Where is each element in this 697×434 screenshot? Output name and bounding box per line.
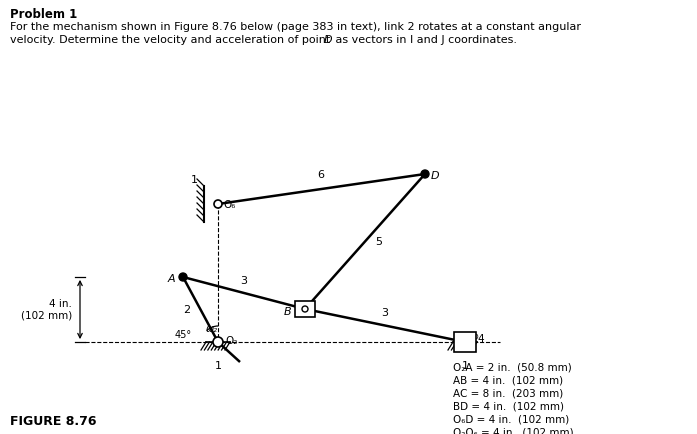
Text: 4 in.
(102 mm): 4 in. (102 mm) bbox=[21, 299, 72, 320]
Text: velocity. Determine the velocity and acceleration of point: velocity. Determine the velocity and acc… bbox=[10, 35, 334, 45]
Text: AB = 4 in.  (102 mm): AB = 4 in. (102 mm) bbox=[453, 375, 563, 385]
Text: ω₂: ω₂ bbox=[206, 323, 218, 333]
Text: Problem 1: Problem 1 bbox=[10, 8, 77, 21]
Text: 5: 5 bbox=[375, 237, 382, 247]
Text: BD = 4 in.  (102 mm): BD = 4 in. (102 mm) bbox=[453, 401, 564, 411]
Text: C: C bbox=[461, 337, 468, 347]
Text: O₂O₆ = 4 in.  (102 mm): O₂O₆ = 4 in. (102 mm) bbox=[453, 427, 574, 434]
Text: O₆: O₆ bbox=[223, 200, 236, 210]
Text: O₂: O₂ bbox=[225, 335, 238, 345]
Text: FIGURE 8.76: FIGURE 8.76 bbox=[10, 414, 96, 427]
Bar bbox=[454, 332, 476, 352]
Text: D: D bbox=[431, 171, 440, 181]
Text: 3: 3 bbox=[381, 307, 388, 317]
Circle shape bbox=[179, 273, 187, 281]
Text: 3: 3 bbox=[240, 275, 247, 285]
Circle shape bbox=[421, 171, 429, 178]
Text: O₆D = 4 in.  (102 mm): O₆D = 4 in. (102 mm) bbox=[453, 414, 569, 424]
Text: o: o bbox=[474, 332, 479, 341]
Bar bbox=[295, 301, 315, 317]
Text: 4: 4 bbox=[477, 333, 484, 343]
Text: 2: 2 bbox=[183, 304, 190, 314]
Circle shape bbox=[214, 201, 222, 208]
Text: 45°: 45° bbox=[175, 329, 192, 339]
Text: as vectors in I and J coordinates.: as vectors in I and J coordinates. bbox=[332, 35, 517, 45]
Text: D: D bbox=[324, 35, 332, 45]
Text: For the mechanism shown in Figure 8.76 below (page 383 in text), link 2 rotates : For the mechanism shown in Figure 8.76 b… bbox=[10, 22, 581, 32]
Text: AC = 8 in.  (203 mm): AC = 8 in. (203 mm) bbox=[453, 388, 563, 398]
Circle shape bbox=[302, 306, 308, 312]
Text: 1: 1 bbox=[190, 174, 197, 184]
Text: O₂A = 2 in.  (50.8 mm): O₂A = 2 in. (50.8 mm) bbox=[453, 362, 572, 372]
Circle shape bbox=[213, 337, 223, 347]
Text: B: B bbox=[284, 306, 291, 316]
Text: 1: 1 bbox=[215, 360, 222, 370]
Text: A: A bbox=[167, 273, 175, 283]
Text: 6: 6 bbox=[318, 170, 325, 180]
Text: 1: 1 bbox=[461, 360, 468, 370]
